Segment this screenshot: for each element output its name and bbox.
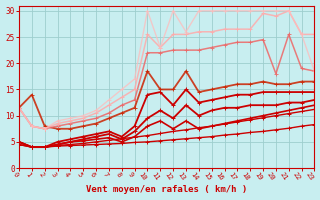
X-axis label: Vent moyen/en rafales ( km/h ): Vent moyen/en rafales ( km/h ) — [86, 185, 247, 194]
